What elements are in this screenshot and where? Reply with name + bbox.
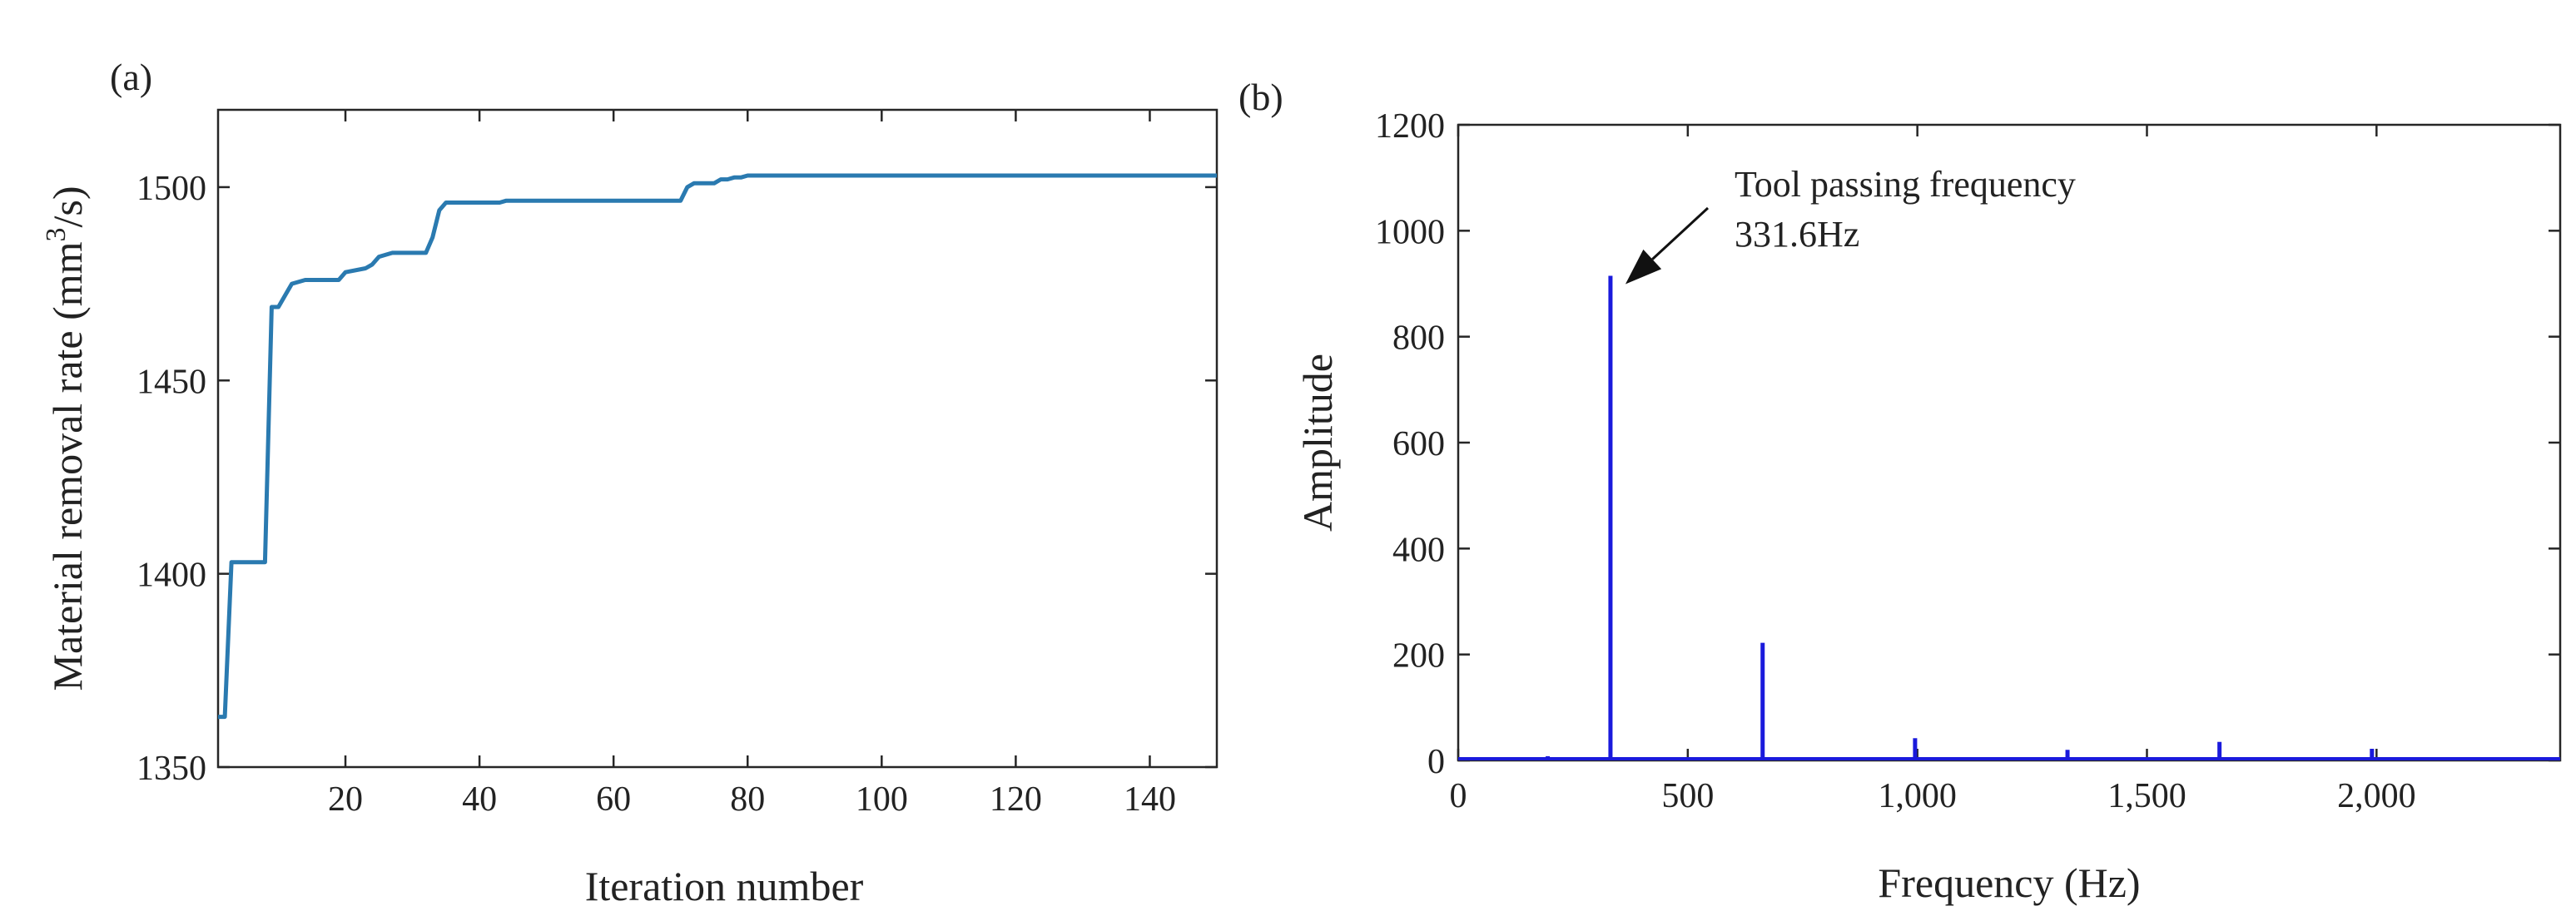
panel-b-xtick-label: 500 <box>1661 777 1714 815</box>
panel-b-ytick-label: 400 <box>1392 531 1445 569</box>
panel-a-xtick-label: 100 <box>856 780 908 819</box>
panel-a-label: (a) <box>110 56 152 98</box>
panel-a-xtick-label: 40 <box>462 780 497 819</box>
panel-b-xtick-label: 2,000 <box>2337 777 2416 815</box>
panel-a-ytick-label: 1350 <box>136 750 206 788</box>
panel-a-ytick-label: 1450 <box>136 363 206 401</box>
panel-a-xtick-label: 120 <box>990 780 1042 819</box>
panel-b-ytick-label: 800 <box>1392 319 1445 358</box>
panel-b-annotation: Tool passing frequency 331.6Hz <box>1625 164 2076 285</box>
panel-a-xtick-label: 140 <box>1124 780 1176 819</box>
panel-b-ytick-label: 1000 <box>1375 213 1445 251</box>
panel-b-label: (b) <box>1238 76 1283 118</box>
panel-b-chart: (b) 0 500 1,000 1,500 2,000 0 200 400 600 800 1000… <box>1238 76 2562 906</box>
panel-a-xlabel: Iteration number <box>585 863 864 909</box>
panel-a-ticks: 20 40 60 80 100 120 140 1350 1400 1450 1500 <box>136 110 1217 819</box>
panel-b-xlabel: Frequency (Hz) <box>1878 859 2140 906</box>
panel-b-ylabel: Amplitude <box>1294 354 1341 532</box>
annotation-arrow <box>1651 206 1710 260</box>
panel-a-axes-box <box>216 108 1219 769</box>
panel-b-ticks: 0 500 1,000 1,500 2,000 0 200 400 600 800 1000 1200 <box>1375 107 2560 815</box>
panel-a-ylabel-sup: 3 <box>41 227 72 241</box>
panel-a-series-line <box>218 173 1217 720</box>
annotation-line1: Tool passing frequency <box>1735 164 2076 205</box>
panel-a-ylabel-main: Material removal rate (mm <box>44 241 91 691</box>
panel-a-ylabel-tail: /s) <box>44 186 91 227</box>
panel-a-ytick-label: 1500 <box>136 170 206 208</box>
panel-a-xtick-label: 60 <box>596 780 631 819</box>
panel-b-xtick-label: 1,000 <box>1878 777 1957 815</box>
panel-b-ytick-label: 600 <box>1392 425 1445 463</box>
panel-b-ytick-label: 0 <box>1427 743 1445 781</box>
panel-a-xtick-label: 80 <box>730 780 765 819</box>
panel-b-axes-box <box>1457 123 2562 762</box>
annotation-line2: 331.6Hz <box>1735 214 1859 255</box>
panel-a-ytick-label: 1400 <box>136 557 206 595</box>
panel-b-ytick-label: 1200 <box>1375 107 1445 146</box>
panel-a-ylabel: Material removal rate (mm3/s) <box>41 186 91 691</box>
panel-a-chart: (a) 20 40 60 80 100 120 140 1350 1400 1450 1500 It… <box>41 56 1219 909</box>
panel-a-xtick-label: 20 <box>328 780 363 819</box>
panel-b-ytick-label: 200 <box>1392 637 1445 676</box>
panel-b-xtick-label: 1,500 <box>2107 777 2186 815</box>
panel-b-spectrum <box>1458 275 2560 760</box>
annotation-arrowhead <box>1625 249 1662 285</box>
panel-b-xtick-label: 0 <box>1450 777 1467 815</box>
